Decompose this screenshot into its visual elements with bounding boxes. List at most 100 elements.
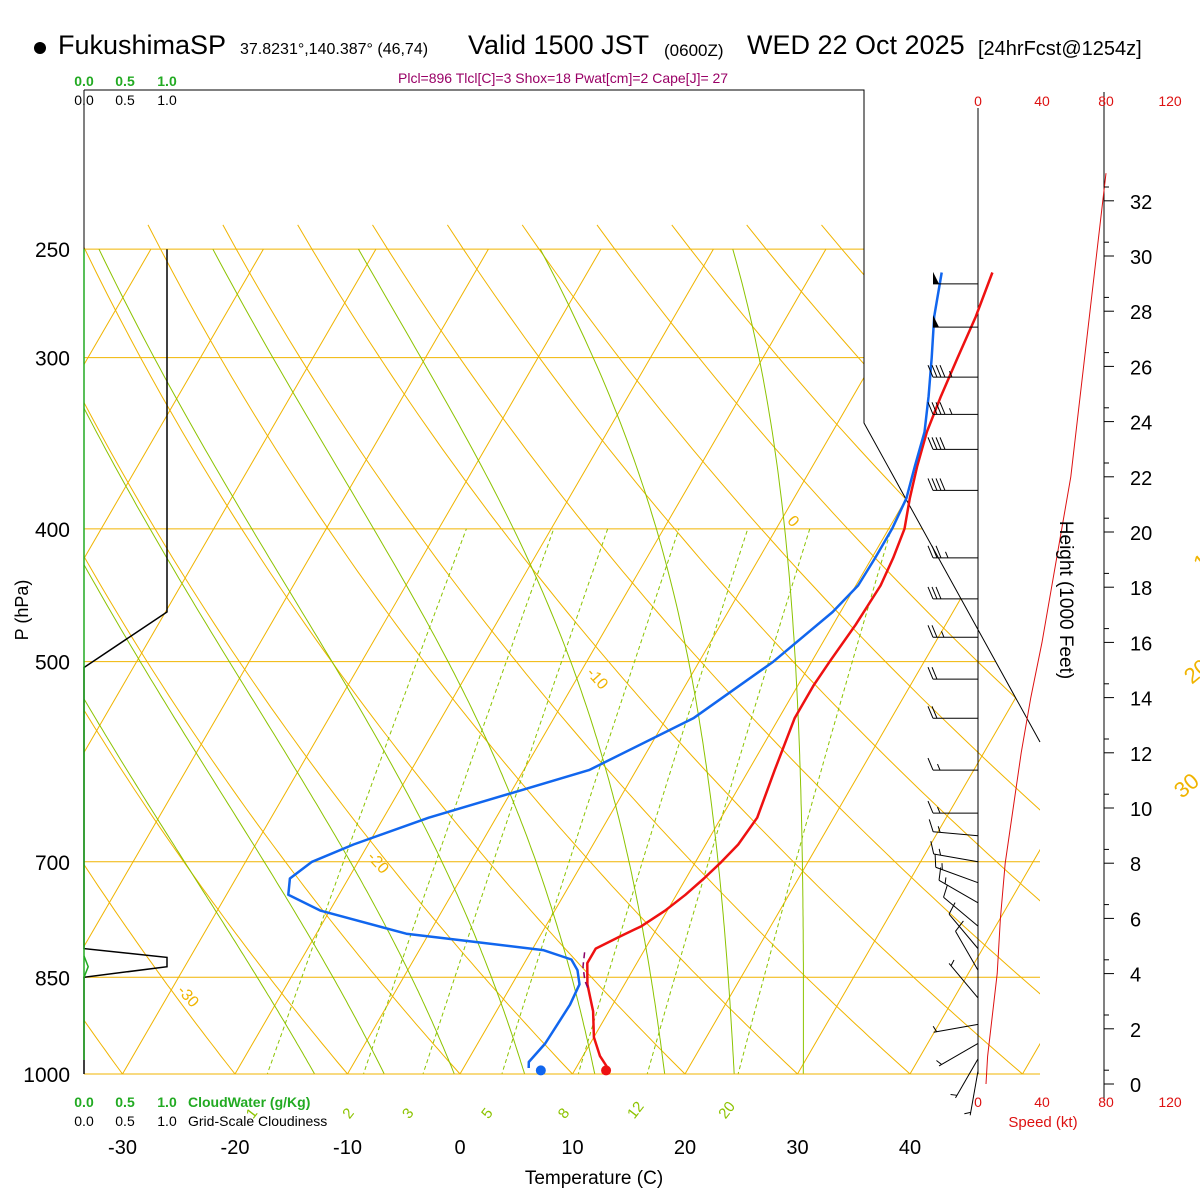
barb-half [938,848,942,856]
height-tick-label: 10 [1130,799,1152,821]
cloudiness-label: Grid-Scale Cloudiness [188,1113,327,1129]
barb-full [935,364,942,378]
dry-adiabat [970,224,1040,1074]
cloudwater-top-tick: 1.0 [157,73,177,89]
temperature-tick: 30 [786,1137,808,1159]
barb-full [927,478,934,491]
speed-top-tick: 80 [1098,93,1114,109]
height-tick-label: 0 [1130,1075,1141,1097]
cloudwater-top-tick: 0.0 [74,73,94,89]
barb-shaft [938,1043,979,1067]
barb-full [927,545,934,559]
wind-barb [964,1070,979,1116]
barb-full [948,902,956,915]
speed-bottom-tick: 120 [1158,1094,1182,1110]
barb-full [935,586,942,600]
dry-adiabat [84,224,487,1074]
height-tick-label: 22 [1130,468,1152,490]
dry-adiabat [147,224,829,1074]
cloudiness-profile [83,249,168,1074]
x-axis-label: Temperature (C) [525,1168,663,1189]
cloudwater-profile [83,955,90,978]
wind-barb [933,271,978,285]
barb-full [927,800,934,814]
wind-barb [927,545,978,559]
height-tick-label: 6 [1130,909,1141,931]
barb-half [932,1025,938,1032]
dry-adiabat-label: 20 [1179,654,1200,689]
mixing-ratio-line [638,528,811,1074]
temperature-surface-point [601,1065,612,1076]
pressure-tick-500: 500 [35,652,70,675]
cloudwater-top-tick: 0.5 [115,73,135,89]
barb-full [939,402,946,415]
dry-adiabat-label: 30 [1169,768,1200,803]
barb-shaft [935,866,979,884]
barb-full [939,478,946,491]
barb-full [934,854,937,868]
barb-shaft [969,1070,979,1116]
temperature-tick: -20 [221,1137,250,1159]
cloudiness-top-tick: 0.5 [115,92,135,108]
barb-shaft [955,1058,979,1099]
barb-full [927,706,934,719]
mixing-ratio-label: 3 [399,1105,418,1122]
isotherm-line [459,248,939,1074]
barb-full [931,706,938,719]
station-marker [34,42,46,54]
height-tick-label: 30 [1130,247,1152,269]
barb-full [931,364,938,378]
barb-half [937,763,941,771]
isotherm-line [84,248,489,1074]
barb-full [927,666,934,680]
barb-shaft [933,853,979,863]
moist-adiabat [539,248,737,1074]
barb-full [955,920,964,932]
barb-half [950,959,955,966]
wind-barb [934,854,979,884]
isotherm-label: -30 [174,982,202,1011]
moist-adiabat [98,248,534,1074]
barb-full [927,364,934,378]
barb-full [927,437,934,450]
barb-half [950,1093,958,1096]
temperature-tick: -30 [108,1137,137,1159]
wind-barb [930,841,979,863]
height-tick-label: 12 [1130,744,1152,766]
barb-full [939,364,946,378]
moist-adiabat [84,423,332,1074]
speed-top-tick: 0 [974,93,982,109]
height-tick-label: 28 [1130,302,1152,324]
speed-bottom-tick: 80 [1098,1094,1114,1110]
y-axis-label: P (hPa) [12,580,32,641]
isotherm-line [909,248,1040,1074]
barb-full [935,437,942,450]
mixing-ratio-line [413,528,609,1074]
cloudiness-top-tick: 1.0 [157,92,177,108]
dry-adiabat [297,224,1040,1074]
barb-half [944,877,947,884]
stability-indices: Plcl=896 Tlcl[C]=3 Shox=18 Pwat[cm]=2 Ca… [398,70,729,86]
moist-adiabat [358,248,669,1074]
barb-full [931,402,938,415]
station-name: FukushimaSP [58,30,227,60]
speed-bottom-tick: 0 [974,1094,982,1110]
isotherm-line [84,248,377,1074]
pressure-tick-250: 250 [35,239,70,262]
dry-adiabat [84,224,373,1074]
cloudiness-bottom-tick: 0.5 [115,1113,135,1129]
barb-flag [933,315,939,328]
wind-barb [943,884,979,927]
wind-barb [938,867,979,904]
isotherm-line [234,248,714,1074]
isotherm-label: 0 [784,513,803,531]
barb-full [935,545,942,559]
isotherm-line [1022,248,1040,1074]
height-tick-label: 26 [1130,357,1152,379]
moist-adiabat [732,249,804,1074]
dry-adiabat [84,224,259,1074]
wind-barb [927,706,978,719]
barb-full [927,402,934,415]
height-tick-label: 8 [1130,854,1141,876]
pressure-tick-850: 850 [35,967,70,990]
